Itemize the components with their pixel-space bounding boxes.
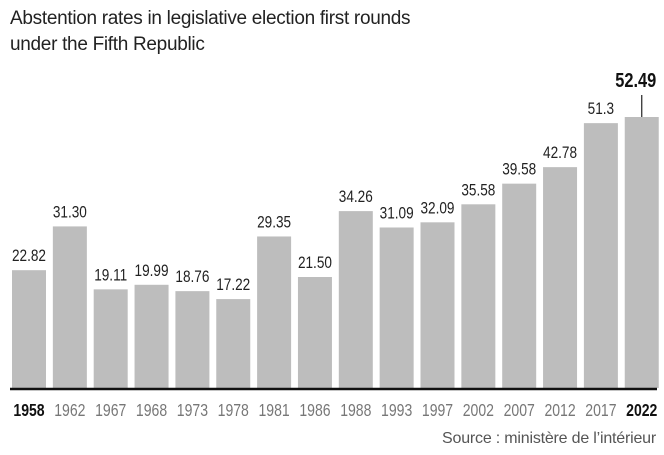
- x-tick-label: 2002: [463, 400, 494, 420]
- bar: [52, 226, 87, 388]
- chart-title: Abstention rates in legislative election…: [10, 6, 411, 58]
- bar: [134, 284, 169, 388]
- bar: [624, 117, 659, 388]
- bar: [175, 291, 210, 388]
- bar: [543, 167, 578, 388]
- bar: [257, 236, 292, 388]
- bar: [297, 276, 332, 388]
- value-label: 32.09: [421, 199, 455, 218]
- value-label: 31.09: [380, 204, 414, 223]
- bar: [12, 270, 46, 388]
- bar: [420, 222, 455, 388]
- value-label: 35.58: [461, 181, 495, 200]
- value-label: 22.82: [12, 247, 46, 266]
- x-tick-label: 1968: [136, 400, 167, 420]
- bar: [338, 211, 373, 388]
- value-label: 18.76: [175, 268, 209, 287]
- chart-title-line: under the Fifth Republic: [10, 34, 205, 55]
- value-label: 19.99: [135, 261, 169, 280]
- bar: [93, 289, 128, 388]
- bar: [583, 123, 618, 389]
- x-tick-label: 1962: [54, 400, 85, 420]
- value-label: 52.49: [615, 68, 656, 91]
- value-label: 17.22: [216, 276, 250, 295]
- value-label: 42.78: [543, 144, 577, 163]
- x-tick-label: 1997: [422, 400, 453, 420]
- x-tick-label: 1958: [13, 400, 44, 420]
- value-label: 51.3: [588, 100, 614, 119]
- x-tick-label: 1978: [218, 400, 249, 420]
- x-tick-label: 2022: [626, 400, 657, 420]
- chart-title-line: Abstention rates in legislative election…: [10, 8, 411, 29]
- x-tick-label: 1981: [258, 400, 289, 420]
- bar: [502, 183, 537, 388]
- value-label: 21.50: [298, 254, 332, 273]
- bar: [216, 299, 251, 388]
- x-tick-label: 2017: [585, 400, 616, 420]
- x-tick-label: 1986: [299, 400, 330, 420]
- value-label: 29.35: [257, 213, 291, 232]
- x-tick-label: 1993: [381, 400, 412, 420]
- value-label: 34.26: [339, 188, 373, 207]
- bar: [379, 227, 414, 388]
- x-tick-label: 1967: [95, 400, 126, 420]
- value-label: 31.30: [53, 203, 87, 222]
- x-tick-label: 2007: [504, 400, 535, 420]
- value-label: 19.11: [94, 266, 127, 285]
- x-tick-label: 2012: [544, 400, 575, 420]
- source-note: Source : ministère de l’intérieur: [442, 430, 656, 447]
- x-tick-label: 1988: [340, 400, 371, 420]
- value-label: 39.58: [502, 160, 536, 179]
- x-tick-label: 1973: [177, 400, 208, 420]
- bar: [461, 204, 496, 388]
